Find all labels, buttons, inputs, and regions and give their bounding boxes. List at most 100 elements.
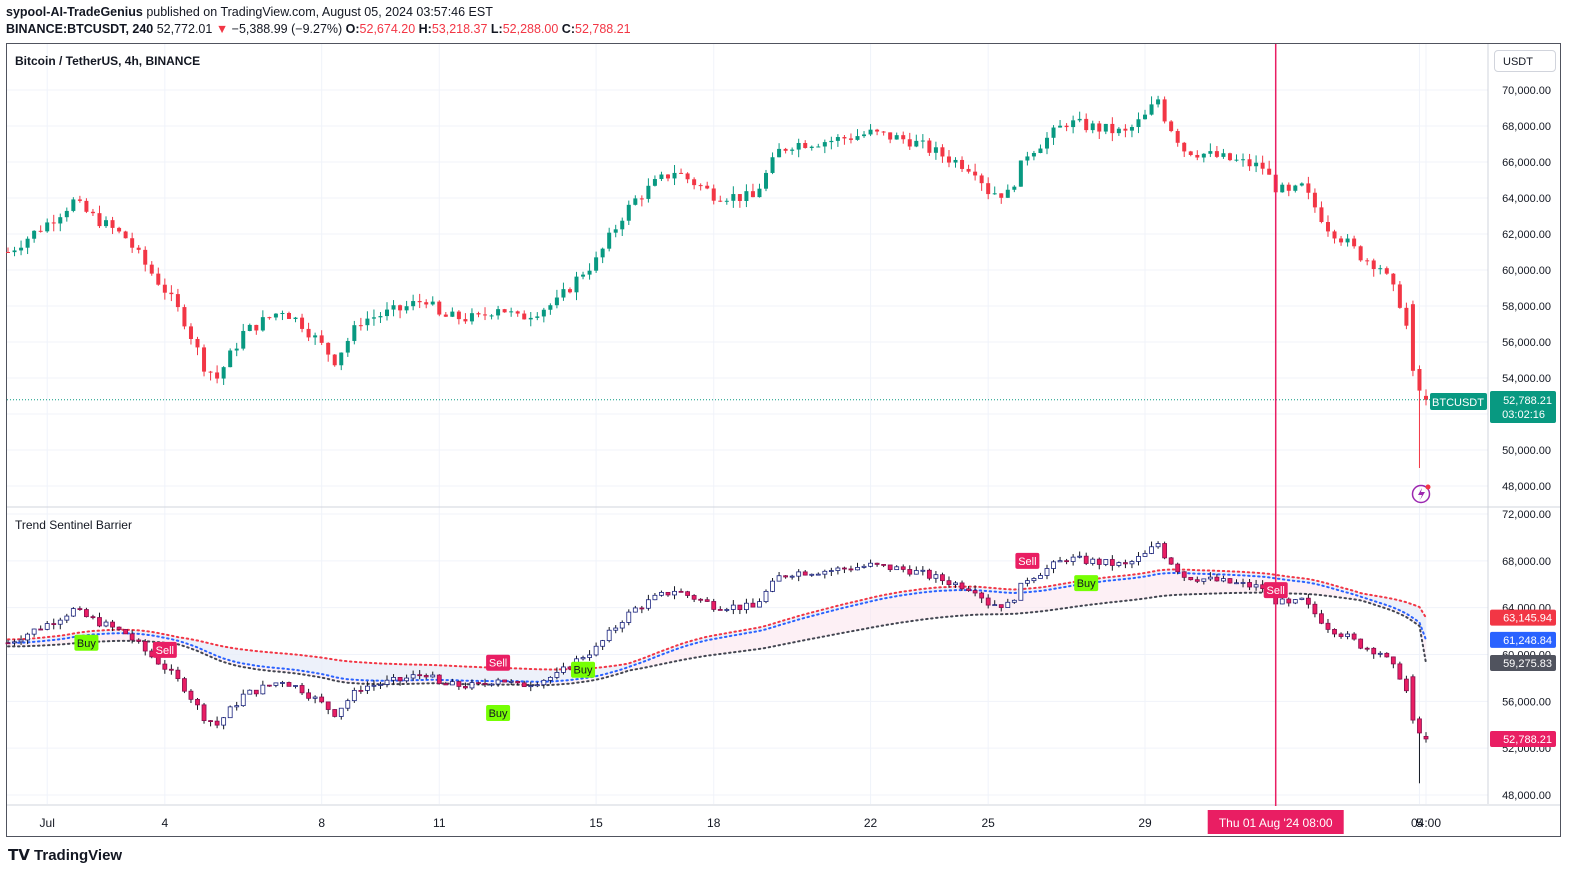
candle <box>685 591 690 596</box>
candle <box>724 200 729 202</box>
time-tick-label: 04:00 <box>1411 816 1441 830</box>
candle <box>920 569 926 572</box>
candle <box>672 172 677 179</box>
candle <box>966 588 971 591</box>
candle <box>692 179 697 186</box>
candle <box>515 311 520 314</box>
candle <box>587 270 592 275</box>
candle <box>1155 543 1161 548</box>
candle <box>1241 159 1246 161</box>
symbol-label: BINANCE:BTCUSDT, 240 <box>6 22 154 36</box>
candle <box>371 317 376 319</box>
candle <box>1293 185 1298 191</box>
y-tick-label: 60,000.00 <box>1502 265 1551 277</box>
tv-logo-icon: 𝗧𝗩 <box>8 847 35 864</box>
candle <box>665 591 671 596</box>
candle <box>6 252 10 253</box>
candle <box>57 619 63 625</box>
time-tick-label: 25 <box>982 816 996 830</box>
candle <box>633 198 638 205</box>
candle <box>940 147 945 157</box>
candle <box>1208 151 1213 154</box>
candle <box>1410 304 1415 371</box>
candle <box>835 567 841 571</box>
candle <box>679 172 684 174</box>
candle <box>371 684 377 687</box>
y-tick-label: 70,000.00 <box>1502 85 1551 97</box>
candle <box>254 324 259 331</box>
last-price-tag-value: 52,788.21 <box>1503 395 1552 407</box>
candle <box>541 309 546 317</box>
candle <box>770 157 775 173</box>
candle <box>1071 120 1076 128</box>
candle <box>162 284 167 293</box>
candle <box>273 313 278 318</box>
candle <box>456 681 462 687</box>
time-tick-label: 18 <box>707 816 721 830</box>
candle <box>1149 104 1154 115</box>
candle <box>1325 221 1330 232</box>
tradingview-logo[interactable]: 𝗧𝗩 TradingView <box>8 846 122 864</box>
candle <box>1253 584 1259 588</box>
candle <box>960 159 965 169</box>
candle <box>1332 231 1337 239</box>
time-tick-label: 22 <box>864 816 878 830</box>
candle <box>51 623 57 625</box>
candle <box>391 305 396 310</box>
candle <box>685 173 690 180</box>
candle <box>855 567 860 571</box>
y-tick-label: 56,000.00 <box>1502 696 1551 708</box>
candle <box>293 685 298 687</box>
candle <box>816 146 821 148</box>
candle <box>953 159 958 163</box>
candle <box>613 627 619 631</box>
candle <box>521 682 527 688</box>
lightning-alert-icon <box>1411 484 1431 504</box>
candle <box>711 188 716 201</box>
author-name[interactable]: sypool-AI-TradeGenius <box>6 5 143 19</box>
sell-signal-label: Sell <box>489 658 507 670</box>
candle <box>946 156 951 163</box>
candle <box>907 569 913 575</box>
candle <box>463 686 468 689</box>
candle <box>1201 153 1206 158</box>
candle <box>351 689 357 702</box>
band-tag-bg <box>1490 609 1556 626</box>
candle <box>705 185 710 189</box>
candle <box>1339 238 1344 243</box>
candle <box>953 582 958 586</box>
candle <box>606 629 612 642</box>
candle <box>515 681 521 684</box>
ohlc-header: BINANCE:BTCUSDT, 240 52,772.01 ▼ −5,388.… <box>6 22 631 36</box>
indicator-price-axis: 48,000.0052,000.0056,000.0060,000.0064,0… <box>1502 509 1551 802</box>
time-tick-label: Jul <box>40 816 55 830</box>
candle <box>926 569 932 579</box>
currency-button[interactable]: USDT <box>1494 50 1556 72</box>
candle <box>195 698 200 706</box>
candle <box>718 200 723 202</box>
candle <box>1038 575 1043 579</box>
last-price-tag-bg <box>1490 391 1556 423</box>
time-tick-label: 29 <box>1138 816 1152 830</box>
candle <box>156 273 161 285</box>
candle <box>1417 718 1422 734</box>
candle <box>411 301 416 307</box>
candle <box>913 570 919 575</box>
candle <box>116 626 122 630</box>
candle <box>77 608 83 610</box>
candle <box>1292 599 1298 604</box>
candle <box>1384 652 1390 658</box>
candle <box>607 232 612 249</box>
candle <box>1169 121 1174 132</box>
candle <box>998 604 1004 608</box>
candle <box>907 139 912 147</box>
candle <box>352 325 357 341</box>
time-tick-label: 8 <box>318 816 325 830</box>
candle <box>1325 622 1331 630</box>
candle <box>397 677 403 682</box>
candle <box>332 354 337 366</box>
candle <box>587 654 592 658</box>
candle <box>1090 123 1095 131</box>
candle <box>894 566 900 571</box>
